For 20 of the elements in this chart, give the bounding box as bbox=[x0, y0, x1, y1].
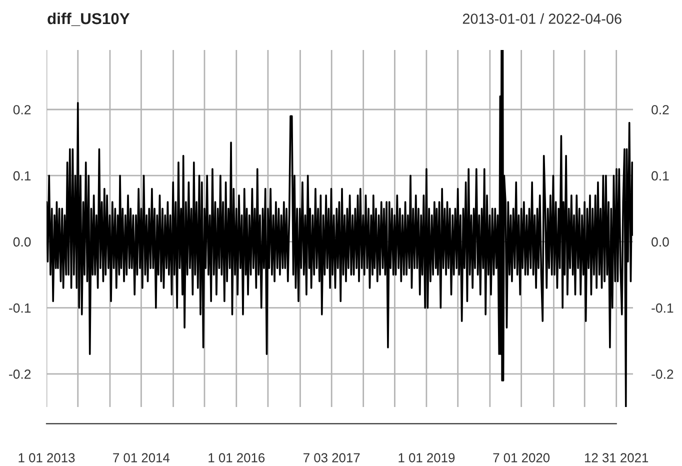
line-series bbox=[46, 50, 633, 407]
chart-title: diff_US10Y bbox=[48, 12, 130, 26]
x-tick-label: 7 03 2017 bbox=[304, 453, 360, 462]
y-tick-label: 0.2 bbox=[13, 105, 31, 114]
y-tick-label: 0.0 bbox=[13, 237, 31, 247]
x-tick-label: 12 31 2021 bbox=[585, 453, 648, 462]
y-tick-label: -0.1 bbox=[9, 303, 31, 313]
x-tick-label: 7 01 2020 bbox=[493, 453, 550, 462]
x-tick-label: 7 01 2014 bbox=[113, 453, 170, 462]
y2-tick-label: -0.1 bbox=[652, 303, 674, 313]
chart-subtitle: 2013-01-01 / 2022-04-06 bbox=[462, 13, 622, 24]
y2-tick-label: 0.1 bbox=[652, 171, 669, 181]
x-tick-label: 1 01 2016 bbox=[208, 453, 265, 462]
y2-tick-label: -0.2 bbox=[652, 370, 674, 379]
y-tick-label: -0.2 bbox=[9, 370, 31, 379]
x-tick-label: 1 01 2019 bbox=[398, 453, 455, 462]
y2-tick-label: 0.2 bbox=[652, 105, 669, 114]
y2-tick-label: 0.0 bbox=[652, 237, 669, 247]
y-tick-label: 0.1 bbox=[13, 171, 31, 181]
x-tick-label: 1 01 2013 bbox=[18, 453, 75, 462]
